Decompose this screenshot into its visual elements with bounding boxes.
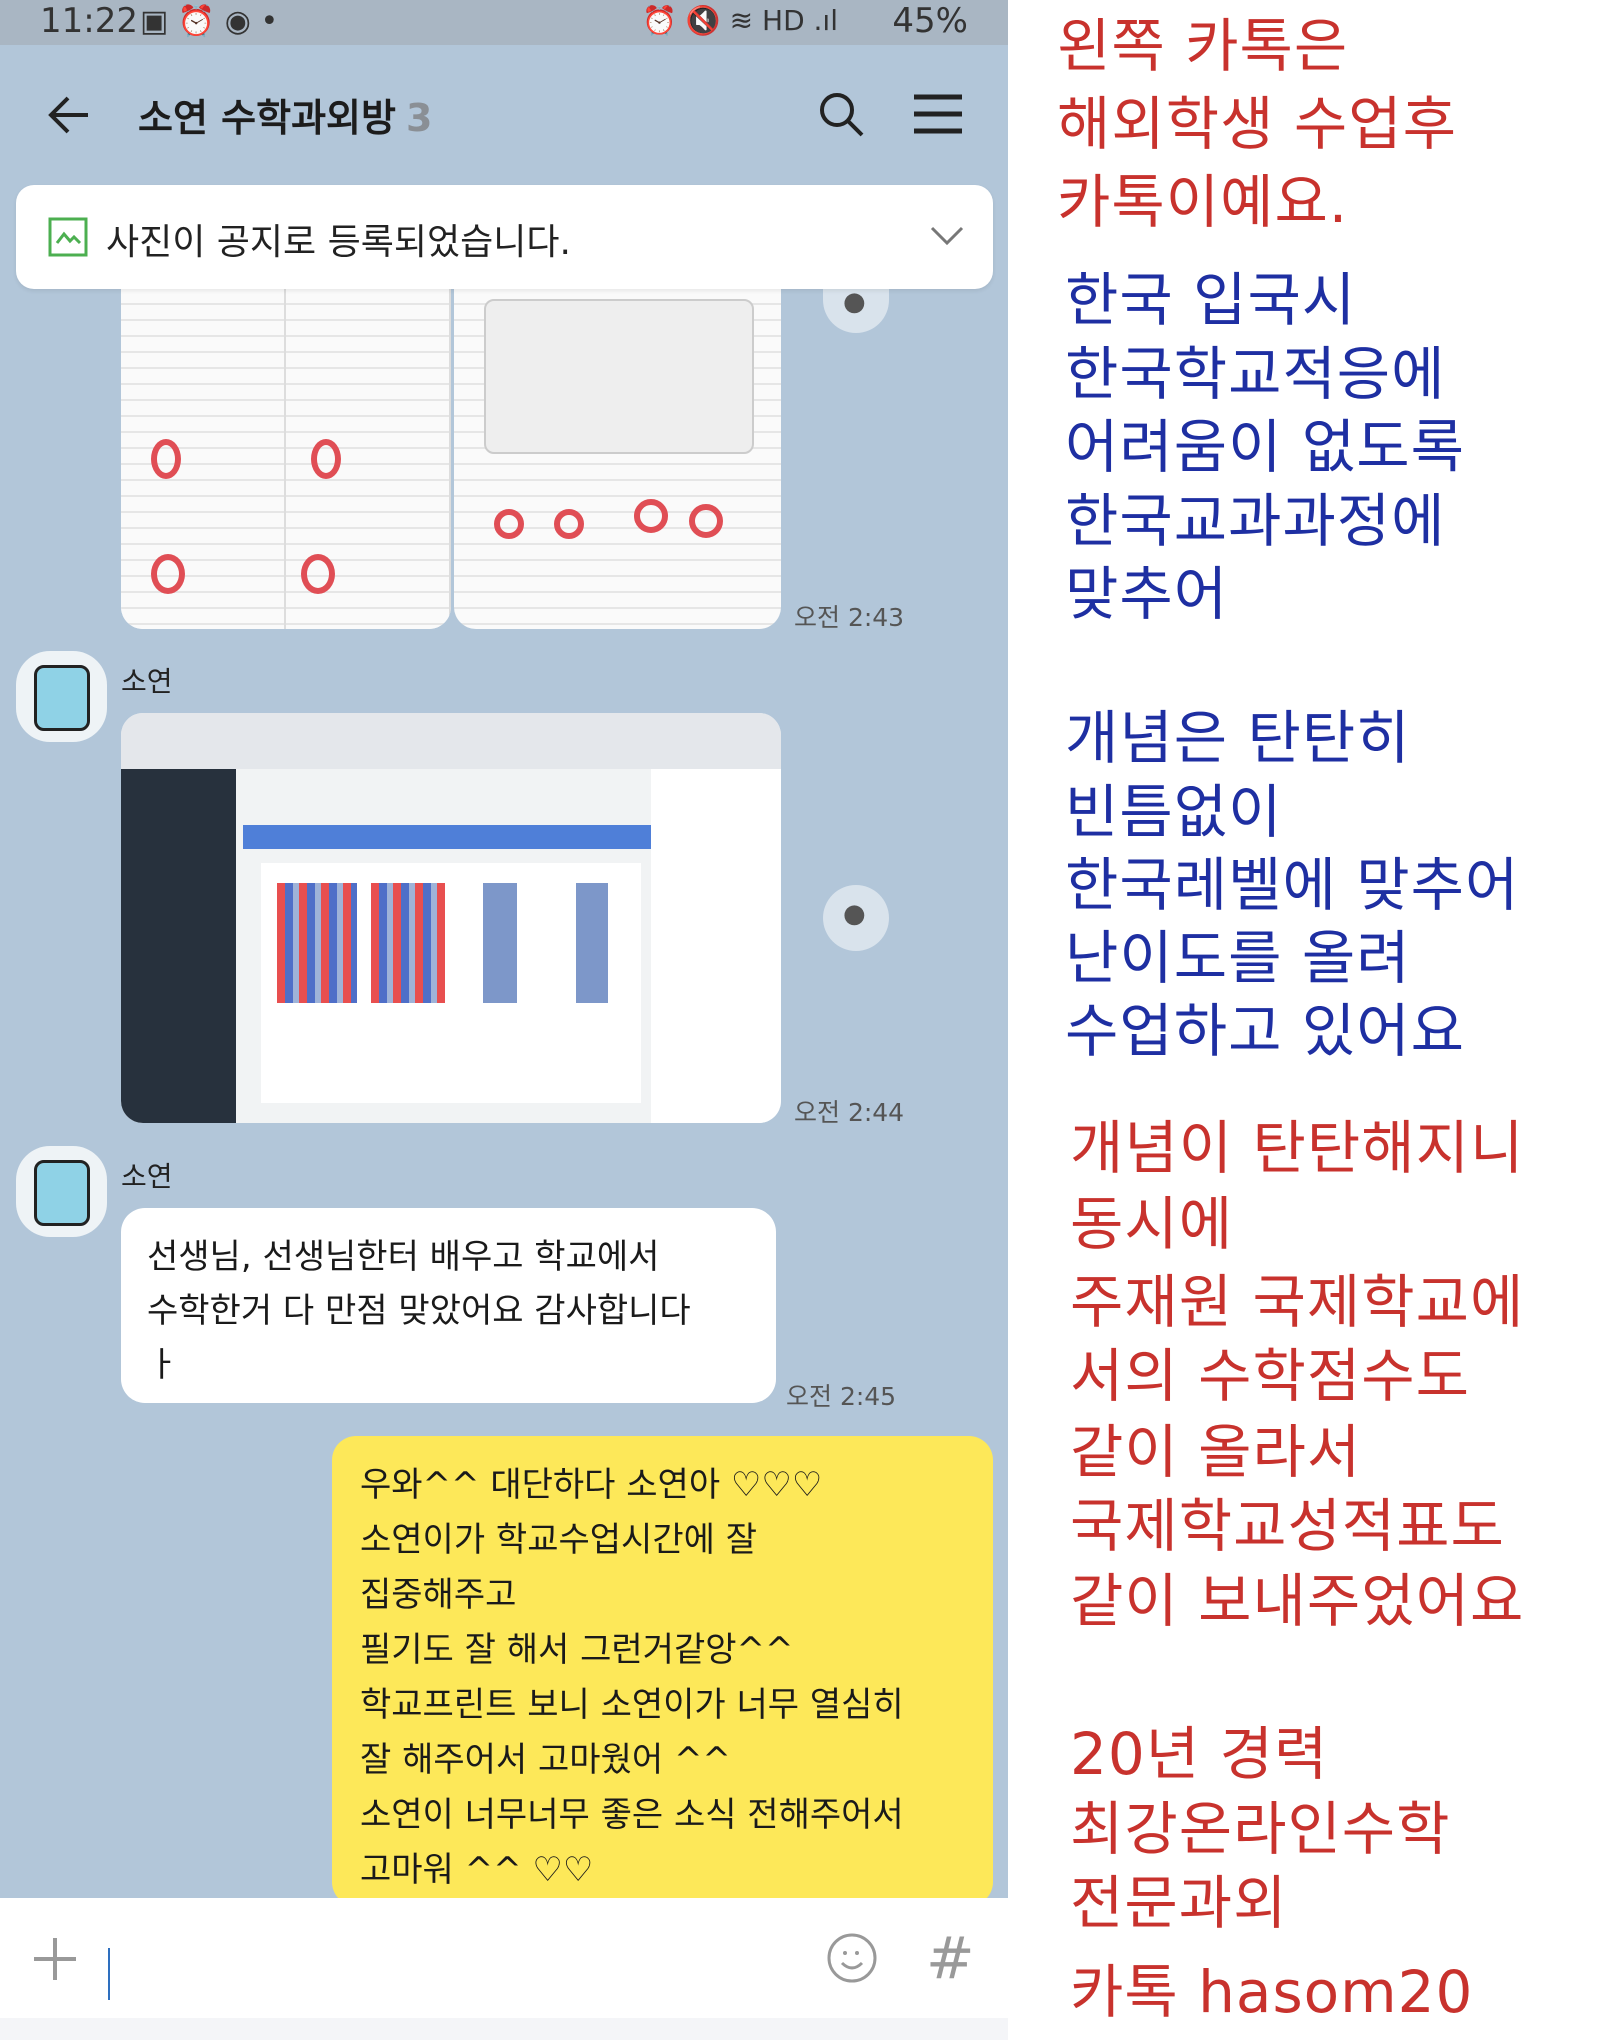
message-input[interactable]	[108, 1948, 110, 2000]
annotation-line: 카톡이예요.	[1057, 168, 1349, 236]
status-bar: 11:22 ▣ ⏰ ◉ • ⏰ 🔇 ≋ HD .ıl 45%	[0, 0, 1008, 45]
back-arrow-icon[interactable]	[48, 95, 90, 135]
plus-icon[interactable]	[32, 1936, 78, 1982]
annotation-line: 한국레벨에 맞추어	[1065, 851, 1520, 919]
annotation-panel: 왼쪽 카톡은 해외학생 수업후 카톡이예요. 한국 입국시 한국학교적응에 어려…	[1010, 0, 1614, 2040]
image-icon	[48, 217, 88, 257]
menu-icon[interactable]	[912, 93, 964, 135]
share-icon: ●	[843, 899, 866, 929]
message-input-bar: #	[0, 1898, 1008, 2018]
annotation-line: 전문과외	[1070, 1869, 1288, 1937]
annotation-line: 어려움이 없도록	[1065, 413, 1465, 481]
sender-name: 소연	[121, 1160, 173, 1193]
share-icon: ●	[843, 287, 866, 317]
chat-title-text: 소연 수학과외방	[138, 96, 396, 140]
annotation-line: 20년 경력	[1070, 1720, 1329, 1788]
annotation-line: 한국교과과정에	[1065, 487, 1446, 555]
hash-icon[interactable]: #	[926, 1924, 975, 1992]
annotation-line: 같이 올라서	[1070, 1418, 1362, 1486]
annotation-line: 개념은 탄탄히	[1065, 704, 1411, 772]
chat-screen: 11:22 ▣ ⏰ ◉ • ⏰ 🔇 ≋ HD .ıl 45% 소연 수학과외방 3…	[0, 0, 1008, 2040]
notice-text: 사진이 공지로 등록되었습니다.	[106, 222, 571, 263]
message-bubble: 선생님, 선생님한터 배우고 학교에서 수학한거 다 만점 맞았어요 감사합니다…	[121, 1208, 776, 1403]
annotation-line: 수업하고 있어요	[1065, 997, 1465, 1065]
annotation-line: 한국학교적응에	[1065, 340, 1446, 408]
annotation-line: 한국 입국시	[1065, 266, 1357, 334]
notice-banner[interactable]: 사진이 공지로 등록되었습니다.	[16, 185, 993, 289]
sender-name: 소연	[121, 665, 173, 698]
my-message-bubble: 우와^^ 대단하다 소연아 ♡♡♡ 소연이가 학교수업시간에 잘 집중해주고 필…	[332, 1436, 993, 1906]
nav-bar	[0, 2018, 1008, 2040]
annotation-line: 왼쪽 카톡은	[1057, 12, 1349, 80]
worksheet-image-2[interactable]	[454, 289, 781, 629]
status-time: 11:22	[40, 1, 138, 41]
chevron-down-icon[interactable]	[930, 225, 964, 247]
image-message-worksheets[interactable]	[121, 289, 781, 629]
share-button[interactable]: ●	[823, 283, 889, 333]
message-time: 오전 2:43	[794, 603, 905, 632]
annotation-line: 주재원 국제학교에	[1070, 1268, 1525, 1336]
battery-level: 45%	[892, 1, 968, 41]
emoji-icon[interactable]	[826, 1932, 878, 1984]
avatar[interactable]	[16, 651, 107, 742]
annotation-line: 맞추어	[1065, 560, 1229, 628]
annotation-line: 같이 보내주었어요	[1070, 1567, 1525, 1635]
annotation-line: 난이도를 올려	[1065, 924, 1411, 992]
annotation-line: 국제학교성적표도	[1070, 1492, 1505, 1560]
share-button[interactable]: ●	[823, 885, 889, 951]
member-count: 3	[405, 96, 433, 140]
message-time: 오전 2:45	[786, 1382, 897, 1411]
chat-header: 소연 수학과외방 3	[0, 45, 1008, 180]
worksheet-image-1[interactable]	[121, 289, 451, 629]
annotation-line: 빈틈없이	[1065, 778, 1283, 846]
annotation-line: 동시에	[1070, 1190, 1234, 1258]
avatar[interactable]	[16, 1146, 107, 1237]
annotation-line: 개념이 탄탄해지니	[1070, 1114, 1525, 1182]
annotation-line: 최강온라인수학	[1070, 1795, 1451, 1863]
contact-line: 카톡 hasom20	[1070, 1958, 1474, 2026]
annotation-line: 서의 수학점수도	[1070, 1342, 1470, 1410]
system-icons: ⏰ 🔇 ≋ HD .ıl	[642, 4, 838, 37]
message-time: 오전 2:44	[794, 1098, 905, 1127]
image-message-portal[interactable]	[121, 713, 781, 1123]
chat-title: 소연 수학과외방 3	[138, 87, 432, 142]
notification-icons: ▣ ⏰ ◉ •	[140, 4, 279, 39]
search-icon[interactable]	[818, 91, 864, 137]
annotation-line: 해외학생 수업후	[1057, 90, 1457, 158]
